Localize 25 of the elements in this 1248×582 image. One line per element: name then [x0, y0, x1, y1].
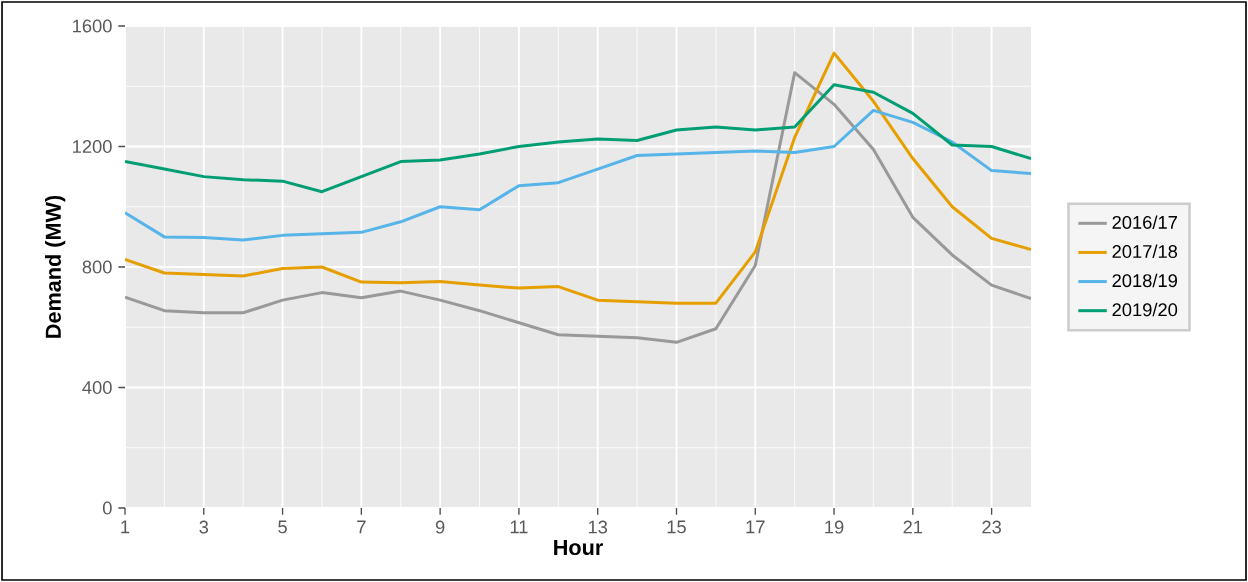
- x-tick-label: 23: [982, 520, 1001, 534]
- y-axis-title: Demand (MW): [45, 195, 66, 338]
- x-tick-label: 11: [510, 520, 528, 534]
- x-tick-label: 1: [121, 520, 130, 534]
- x-tick-label: 21: [903, 520, 923, 534]
- line-series: [125, 51, 1031, 305]
- x-tick-label: 19: [825, 520, 844, 534]
- y-tick-label: 1200: [73, 140, 112, 153]
- legend-label: 2016/17: [1112, 215, 1177, 229]
- x-tick-label: 5: [278, 520, 287, 534]
- x-tick-label: 13: [588, 520, 608, 534]
- x-tick-label: 7: [357, 520, 366, 534]
- y-tick-label: 0: [102, 501, 112, 515]
- y-tick-label: 800: [82, 260, 112, 274]
- legend-label: 2018/19: [1112, 273, 1177, 288]
- x-tick-label: 9: [435, 520, 445, 534]
- x-tick-label: 15: [667, 520, 686, 534]
- y-tick-label: 400: [82, 381, 112, 394]
- x-tick-label: 3: [199, 520, 209, 534]
- x-tick-label: 17: [746, 520, 765, 534]
- line-series: [125, 108, 1031, 242]
- legend-label: 2019/20: [1112, 302, 1178, 317]
- x-axis-title: Hour: [554, 539, 603, 556]
- legend-label: 2017/18: [1112, 244, 1178, 259]
- y-tick-label: 1600: [73, 19, 112, 33]
